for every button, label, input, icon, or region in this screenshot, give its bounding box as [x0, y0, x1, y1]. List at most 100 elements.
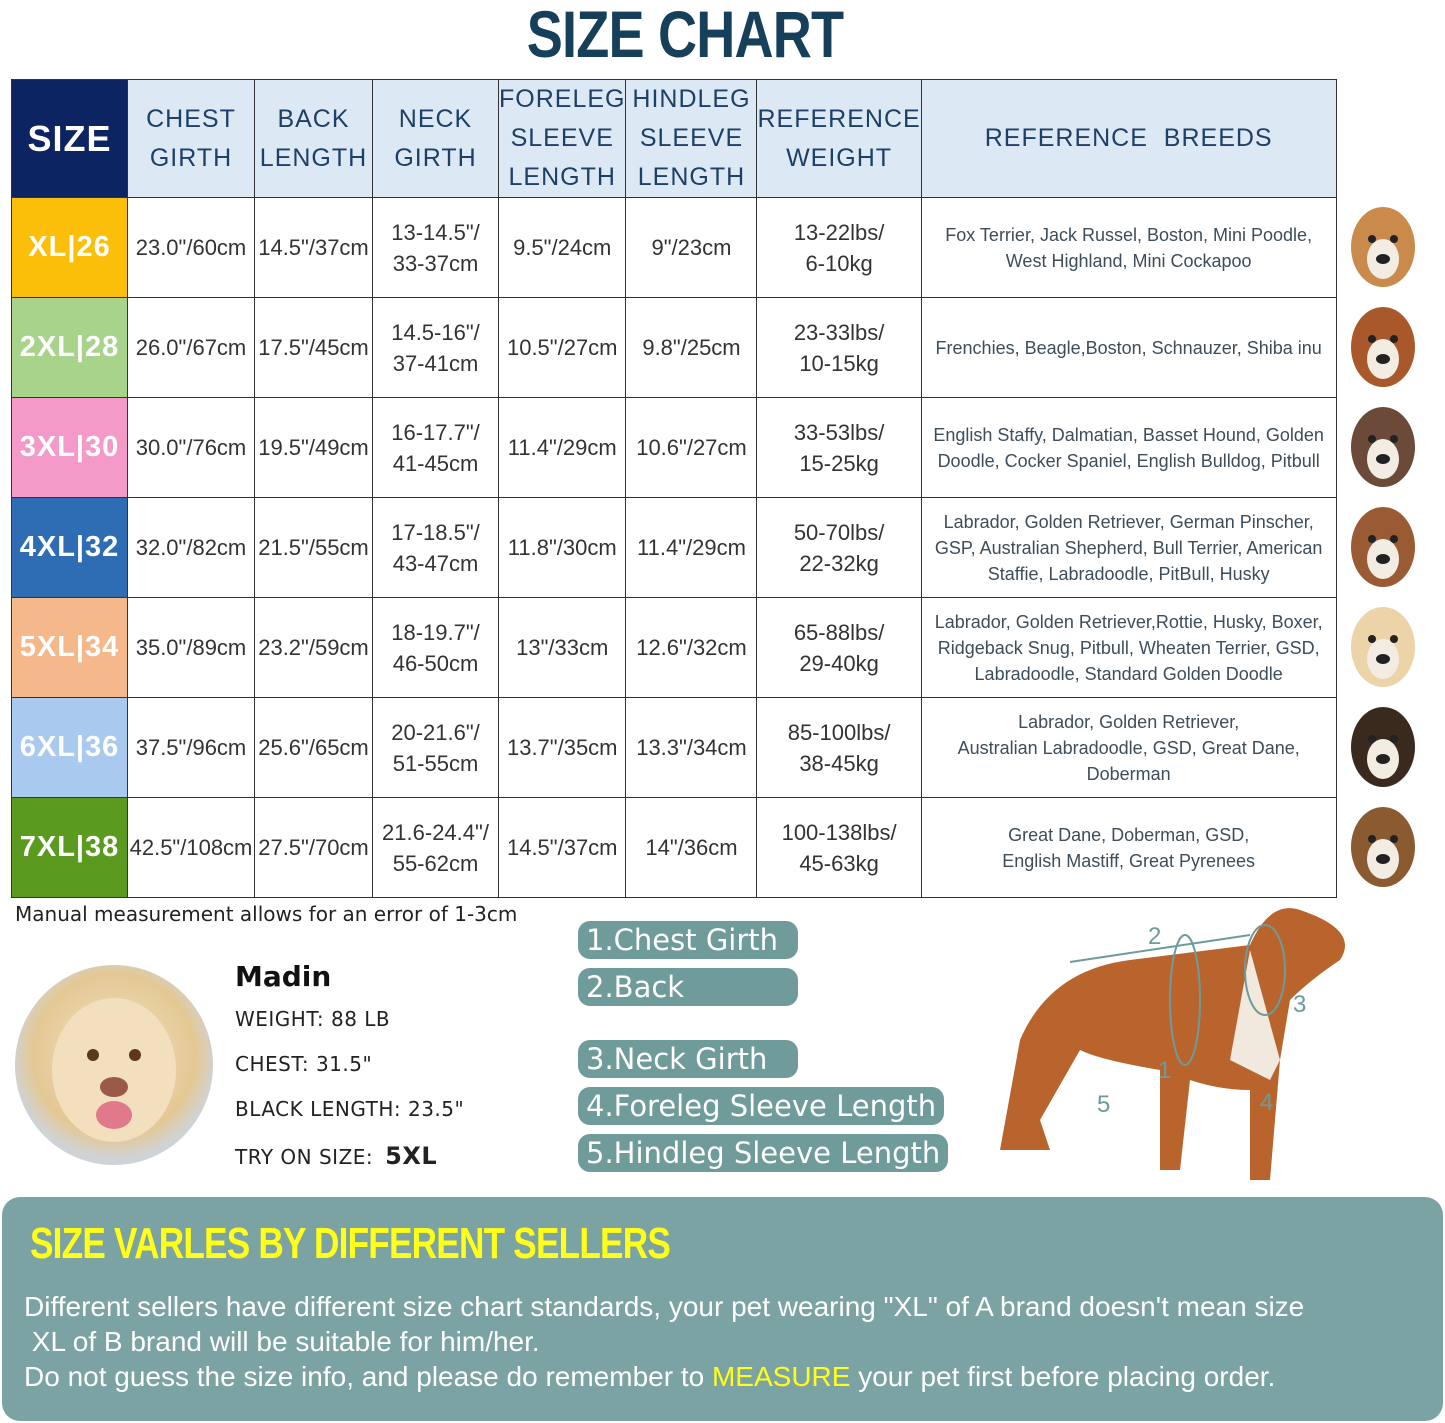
- dog-head-image: [1335, 294, 1430, 394]
- seller-warning-banner: SIZE VARLES BY DIFFERENT SELLERS Differe…: [2, 1197, 1443, 1421]
- measurement-legend: 1.Chest Girth 2.Back Length 3.Neck Girth 4.…: [578, 921, 949, 1181]
- breeds-cell-line: Doberman: [1086, 763, 1171, 784]
- diagram-label-4: 4: [1260, 1089, 1273, 1116]
- diagram-label-1: 1: [1158, 1057, 1171, 1084]
- header-line: REFERENCE BREEDS: [984, 124, 1273, 152]
- foreleg-cell: 11.4"/29cm: [497, 397, 627, 498]
- weight-cell-line: 100-138lbs/: [781, 819, 897, 845]
- header-line: LENGTH: [259, 143, 368, 172]
- breeds-cell: Fox Terrier, Jack Russel, Boston, Mini P…: [920, 197, 1337, 298]
- measurement-note: Manual measurement allows for an error o…: [15, 902, 518, 926]
- dog-head-image: [1335, 194, 1430, 294]
- breeds-cell-line: Labradoodle, Standard Golden Doodle: [974, 663, 1283, 684]
- size-cell: 4XL|32: [11, 497, 128, 598]
- breeds-cell-line: Fox Terrier, Jack Russel, Boston, Mini P…: [945, 224, 1313, 245]
- header-line: WEIGHT: [786, 143, 893, 172]
- dog-head-image: [1335, 394, 1430, 494]
- measurement-label: 1.Chest Girth: [578, 921, 798, 959]
- breeds-cell-line: Great Dane, Doberman, GSD,: [1008, 824, 1250, 845]
- chest-cell: 23.0"/60cm: [127, 197, 255, 298]
- neck-cell-line: 37-41cm: [392, 350, 479, 376]
- chest-cell: 26.0"/67cm: [127, 297, 255, 398]
- weight-cell: 100-138lbs/45-63kg: [756, 797, 922, 898]
- weight-cell-line: 65-88lbs/: [793, 619, 885, 645]
- neck-cell-line: 16-17.7"/: [391, 419, 480, 445]
- neck-cell-line: 46-50cm: [392, 650, 479, 676]
- back-cell: 17.5"/45cm: [254, 297, 373, 398]
- example-chest: CHEST: 31.5": [235, 1052, 373, 1076]
- banner-line: Different sellers have different size ch…: [24, 1291, 1305, 1322]
- header-line: GIRTH: [394, 143, 477, 172]
- weight-cell: 23-33lbs/10-15kg: [756, 297, 922, 398]
- weight-cell: 65-88lbs/29-40kg: [756, 597, 922, 698]
- column-header: REFERENCE BREEDS: [920, 79, 1337, 198]
- hindleg-cell: 10.6"/27cm: [625, 397, 758, 498]
- banner-text: Different sellers have different size ch…: [24, 1289, 1444, 1394]
- column-header: CHEST GIRTH: [127, 79, 255, 198]
- neck-cell: 20-21.6"/ 51-55cm: [372, 697, 499, 798]
- foreleg-cell: 14.5"/37cm: [497, 797, 627, 898]
- size-cell: XL|26: [11, 197, 128, 298]
- hindleg-cell: 14"/36cm: [625, 797, 758, 898]
- neck-cell: 16-17.7"/ 41-45cm: [372, 397, 499, 498]
- chest-cell: 42.5"/108cm: [127, 797, 255, 898]
- neck-cell: 13-14.5"/ 33-37cm: [372, 197, 499, 298]
- header-line: REFERENCE: [757, 104, 921, 133]
- size-chart-table: SIZE CHEST GIRTH BACK LENGTH NECK GIRTH FORELEG…: [11, 79, 1337, 898]
- measurement-label: 2.Back Length: [578, 968, 798, 1042]
- neck-cell-line: 51-55cm: [392, 750, 479, 776]
- diagram-label-2: 2: [1148, 923, 1161, 950]
- breeds-cell: English Staffy, Dalmatian, Basset Hound,…: [920, 397, 1337, 498]
- diagram-label-3: 3: [1293, 991, 1306, 1018]
- neck-cell-line: 43-47cm: [392, 550, 479, 576]
- column-header: HINDLEG SLEEVE LENGTH: [625, 79, 758, 198]
- table-row: XL|26 23.0"/60cm 14.5"/37cm 13-14.5"/ 33-37c…: [11, 197, 1337, 298]
- column-header: REFERENCE WEIGHT: [756, 79, 922, 198]
- table-row: 7XL|38 42.5"/108cm 27.5"/70cm 21.6-24.4"/ 55…: [11, 797, 1337, 898]
- weight-cell: 13-22lbs/6-10kg: [756, 197, 922, 298]
- table-row: 2XL|28 26.0"/67cm 17.5"/45cm 14.5-16"/ 37-41…: [11, 297, 1337, 398]
- example-try-size: TRY ON SIZE: 5XL: [235, 1142, 464, 1187]
- chest-cell: 30.0"/76cm: [127, 397, 255, 498]
- size-cell: 7XL|38: [11, 797, 128, 898]
- foreleg-cell: 9.5"/24cm: [497, 197, 627, 298]
- neck-cell-line: 33-37cm: [392, 250, 479, 276]
- neck-cell-line: 55-62cm: [392, 850, 479, 876]
- column-header: FORELEG SLEEVE LENGTH: [497, 79, 627, 198]
- neck-cell: 21.6-24.4"/ 55-62cm: [372, 797, 499, 898]
- dog-head-image: [1335, 594, 1430, 694]
- diagram-label-5: 5: [1097, 1091, 1110, 1118]
- weight-cell: 33-53lbs/15-25kg: [756, 397, 922, 498]
- banner-line: XL of B brand will be suitable for him/h…: [24, 1326, 540, 1357]
- breeds-cell: Labrador, Golden Retriever,Rottie, Husky…: [920, 597, 1337, 698]
- hindleg-cell: 12.6"/32cm: [625, 597, 758, 698]
- breeds-cell-line: Ridgeback Snug, Pitbull, Wheaten Terrier…: [937, 637, 1320, 658]
- weight-cell-line: 6-10kg: [805, 250, 873, 276]
- breeds-cell-line: GSP, Australian Shepherd, Bull Terrier, …: [934, 537, 1323, 558]
- weight-cell-line: 15-25kg: [799, 450, 879, 476]
- chest-cell: 37.5"/96cm: [127, 697, 255, 798]
- foreleg-cell: 11.8"/30cm: [497, 497, 627, 598]
- measurement-label: 4.Foreleg Sleeve Length: [578, 1087, 945, 1125]
- breeds-cell-line: English Mastiff, Great Pyrenees: [1002, 850, 1256, 871]
- neck-cell: 17-18.5"/ 43-47cm: [372, 497, 499, 598]
- breeds-cell: Frenchies, Beagle,Boston, Schnauzer, Shi…: [920, 297, 1337, 398]
- dog-head-image: [1335, 494, 1430, 594]
- back-cell: 14.5"/37cm: [254, 197, 373, 298]
- banner-text-part: Do not guess the size info, and please d…: [24, 1361, 712, 1392]
- example-dog-photo: [15, 965, 213, 1165]
- header-line: HINDLEG: [632, 85, 751, 113]
- header-line: SLEEVE: [639, 124, 744, 152]
- breeds-cell-line: English Staffy, Dalmatian, Basset Hound,…: [933, 424, 1324, 445]
- weight-cell-line: 29-40kg: [799, 650, 879, 676]
- dog-measurement-diagram: 2 1 3 4 5: [980, 890, 1380, 1195]
- breeds-cell-line: Frenchies, Beagle,Boston, Schnauzer, Shi…: [935, 337, 1322, 358]
- weight-cell: 50-70lbs/22-32kg: [756, 497, 922, 598]
- table-row: 3XL|30 30.0"/76cm 19.5"/49cm 16-17.7"/ 41-45…: [11, 397, 1337, 498]
- table-row: 6XL|36 37.5"/96cm 25.6"/65cm 20-21.6"/ 51-55…: [11, 697, 1337, 798]
- header-line: GIRTH: [149, 143, 233, 172]
- neck-cell: 18-19.7"/ 46-50cm: [372, 597, 499, 698]
- banner-text-part: your pet first before placing order.: [850, 1361, 1276, 1392]
- weight-cell-line: 45-63kg: [799, 850, 879, 876]
- dog-head-image: [1335, 794, 1430, 894]
